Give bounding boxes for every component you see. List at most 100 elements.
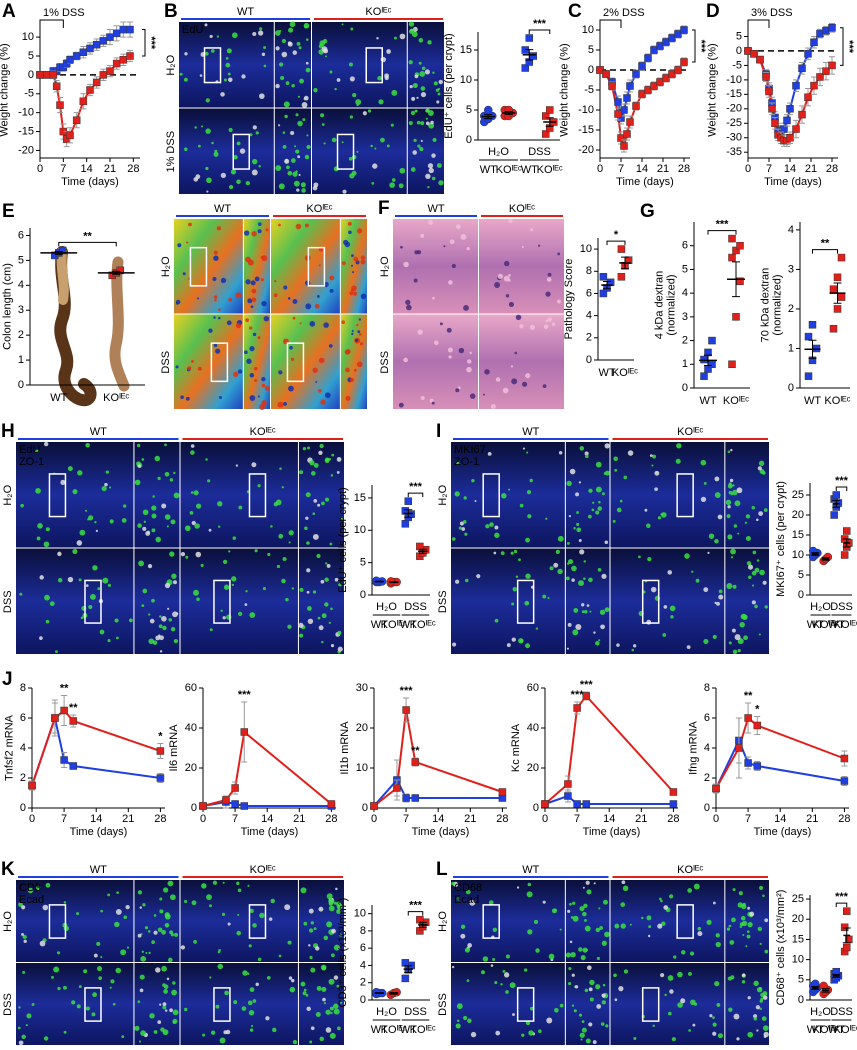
cell-texture <box>740 915 746 921</box>
data-point <box>541 800 549 808</box>
y-tick-label: 2 <box>682 334 688 346</box>
cell-texture <box>310 921 314 925</box>
cell-texture <box>317 616 321 620</box>
y-tick-label: 4 <box>788 224 794 236</box>
y-tick-label: 5 <box>588 44 594 56</box>
cell-texture <box>716 601 720 606</box>
cell-texture <box>112 1002 116 1006</box>
cell-texture <box>663 605 668 609</box>
x-tick-label: KOᴵᴱᶜ <box>834 1024 857 1036</box>
cell-texture <box>742 902 746 906</box>
cell-texture <box>257 222 262 227</box>
cell-texture <box>714 981 720 987</box>
y-tick-label: 3 <box>682 311 688 323</box>
cell-texture <box>241 74 246 79</box>
cell-texture <box>300 981 306 987</box>
cell-texture <box>579 906 585 912</box>
significance-label: *** <box>835 891 849 903</box>
cell-texture <box>344 241 351 248</box>
x-tick-label: WT <box>521 164 538 176</box>
column-header: WT <box>237 6 254 18</box>
cell-texture <box>604 443 610 449</box>
y-tick-label: 0 <box>533 802 539 814</box>
cell-texture <box>237 369 243 374</box>
cell-texture <box>333 901 337 905</box>
zoom-box <box>213 987 231 1022</box>
cell-texture <box>134 479 141 486</box>
micrograph <box>179 108 274 194</box>
cell-texture <box>282 145 287 149</box>
cell-texture <box>647 557 652 562</box>
cell-texture <box>137 933 142 938</box>
cell-texture <box>315 381 318 384</box>
data-point <box>617 245 626 253</box>
cell-texture <box>762 1025 769 1032</box>
cell-texture <box>177 243 182 248</box>
column-header: KOᴵᴱᶜ <box>677 426 703 438</box>
cell-texture <box>246 358 252 364</box>
cell-texture <box>43 441 49 447</box>
cell-texture <box>190 450 195 455</box>
cell-texture <box>200 563 204 567</box>
cell-texture <box>434 340 439 346</box>
panel-letter: C <box>568 1 582 22</box>
y-axis-label: (normalized) <box>665 274 677 335</box>
y-axis-label: Kc mRNA <box>510 723 522 772</box>
cell-texture <box>654 470 660 476</box>
cell-texture <box>436 100 440 104</box>
cell-texture <box>249 1028 254 1032</box>
cell-texture <box>408 21 415 27</box>
cell-texture <box>164 922 170 928</box>
data-point <box>92 40 101 49</box>
significance-label: * <box>755 703 760 715</box>
cell-texture <box>299 78 304 84</box>
x-tick-label: 21 <box>464 813 476 825</box>
micrograph <box>274 108 311 194</box>
cell-texture <box>236 141 241 146</box>
cell-texture <box>308 944 311 947</box>
y-tick-label: 25 <box>792 893 804 905</box>
cell-texture <box>414 250 419 255</box>
cell-texture <box>251 288 257 294</box>
cell-texture <box>252 31 257 37</box>
cell-texture <box>115 909 122 915</box>
data-point <box>240 802 249 810</box>
cell-texture <box>312 590 317 594</box>
cell-texture <box>495 1030 501 1036</box>
x-tick-label: WT <box>807 619 824 631</box>
x-tick-label: WT <box>804 395 821 407</box>
cell-texture <box>762 580 767 585</box>
data-point <box>700 372 708 380</box>
cell-texture <box>261 52 266 57</box>
zoom-box <box>84 987 102 1022</box>
cell-texture <box>372 163 378 169</box>
significance-label: *** <box>400 685 414 697</box>
cell-texture <box>746 561 752 566</box>
cell-texture <box>171 573 177 579</box>
significance-label: * <box>614 229 619 241</box>
cell-texture <box>162 983 166 987</box>
zoom-box <box>203 47 222 84</box>
cell-texture <box>752 584 755 587</box>
cell-texture <box>306 541 310 545</box>
cell-texture <box>501 493 507 499</box>
cell-texture <box>213 343 218 348</box>
cell-texture <box>328 905 335 912</box>
cell-texture <box>290 158 296 163</box>
cell-texture <box>494 618 499 623</box>
x-tick-label: 0 <box>200 813 206 825</box>
cell-texture <box>266 975 271 980</box>
y-tick-label: 0 <box>466 134 472 146</box>
data-point <box>783 116 791 125</box>
data-point <box>529 52 537 60</box>
cell-texture <box>758 460 765 467</box>
cell-texture <box>588 514 592 519</box>
cell-texture <box>318 264 321 267</box>
cell-texture <box>284 114 288 119</box>
cell-texture <box>301 101 308 108</box>
cell-texture <box>147 613 151 616</box>
x-tick-label: 28 <box>678 163 690 175</box>
cell-texture <box>209 34 213 39</box>
cell-texture <box>718 589 723 594</box>
cell-texture <box>236 179 241 185</box>
